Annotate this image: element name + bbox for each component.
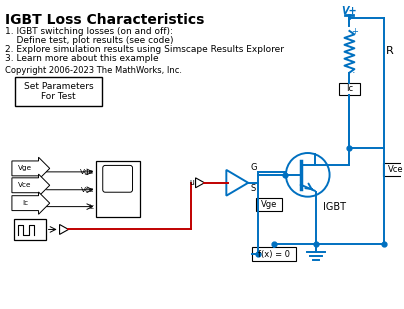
- Text: Ic: Ic: [346, 84, 353, 94]
- Text: R: R: [386, 46, 394, 56]
- Text: Copyright 2006-2023 The MathWorks, Inc.: Copyright 2006-2023 The MathWorks, Inc.: [5, 66, 182, 75]
- Text: Vce: Vce: [81, 187, 94, 193]
- Text: Vce: Vce: [18, 182, 32, 188]
- Text: f(x) = 0: f(x) = 0: [258, 250, 290, 259]
- Text: V+: V+: [342, 6, 357, 16]
- Bar: [383, 163, 404, 176]
- Bar: [339, 83, 360, 95]
- FancyBboxPatch shape: [103, 165, 133, 192]
- Text: u: u: [190, 178, 195, 187]
- Bar: [14, 218, 46, 240]
- Text: IGBT Loss Characteristics: IGBT Loss Characteristics: [5, 13, 204, 27]
- Text: S: S: [250, 184, 255, 193]
- Polygon shape: [196, 178, 204, 188]
- FancyBboxPatch shape: [12, 192, 50, 214]
- Text: Vge: Vge: [80, 169, 94, 175]
- Text: G: G: [250, 163, 257, 172]
- FancyBboxPatch shape: [12, 157, 50, 180]
- Text: 3. Learn more about this example: 3. Learn more about this example: [5, 54, 159, 63]
- Text: ·: ·: [351, 68, 355, 78]
- Text: 1. IGBT switching losses (on and off):: 1. IGBT switching losses (on and off):: [5, 27, 173, 36]
- Text: 2. Explore simulation results using Simscape Results Explorer: 2. Explore simulation results using Sims…: [5, 45, 284, 54]
- Text: Vge: Vge: [261, 200, 277, 209]
- Text: Ic: Ic: [88, 204, 94, 210]
- Bar: [96, 161, 140, 217]
- Text: IGBT: IGBT: [323, 202, 346, 212]
- Text: Ic: Ic: [22, 200, 28, 206]
- Polygon shape: [226, 170, 248, 196]
- Polygon shape: [59, 224, 69, 235]
- Bar: [256, 198, 282, 211]
- Text: Define test, plot results (see code): Define test, plot results (see code): [5, 36, 173, 45]
- Text: +: +: [351, 27, 358, 36]
- Text: Vge: Vge: [18, 165, 32, 171]
- FancyBboxPatch shape: [12, 174, 50, 197]
- Bar: [15, 77, 102, 106]
- Text: Vce: Vce: [388, 165, 404, 174]
- Bar: [252, 247, 296, 261]
- Text: Set Parameters
For Test: Set Parameters For Test: [24, 82, 93, 101]
